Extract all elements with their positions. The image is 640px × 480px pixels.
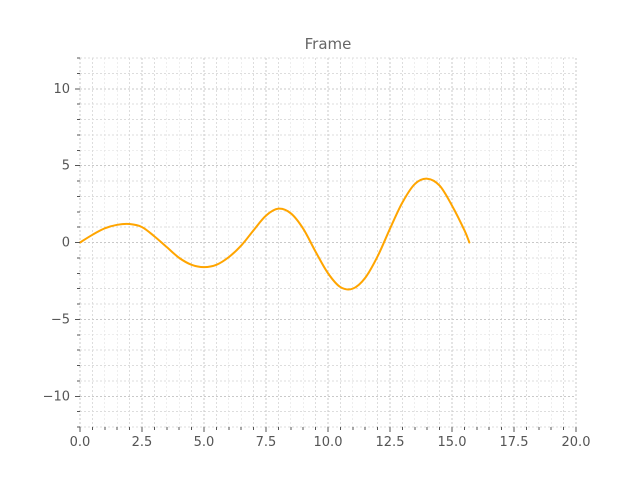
x-tick-label: 17.5 [500,435,529,450]
y-tick-label: −5 [51,312,70,327]
x-axis-tick-labels: 0.0 2.5 5.0 7.5 10.0 12.5 15.0 17.5 20.0 [70,435,591,450]
series-layer [79,177,471,291]
series-line-1 [79,177,471,291]
x-tick-label: 5.0 [194,435,215,450]
x-tick-label: 12.5 [376,435,405,450]
x-tick-label: 2.5 [132,435,153,450]
x-tick-label: 7.5 [256,435,277,450]
x-tick-label: 15.0 [438,435,467,450]
x-tick-label: 10.0 [314,435,343,450]
x-tick-label: 0.0 [70,435,91,450]
axis-ticks [75,57,577,432]
y-tick-label: −10 [43,389,70,404]
y-tick-label: 0 [62,236,70,251]
chart-title: Frame [305,35,352,53]
y-tick-label: 5 [62,159,70,174]
x-tick-label: 20.0 [562,435,591,450]
y-axis-tick-labels: −10 −5 0 5 10 [43,82,70,405]
y-tick-label: 10 [53,82,70,97]
